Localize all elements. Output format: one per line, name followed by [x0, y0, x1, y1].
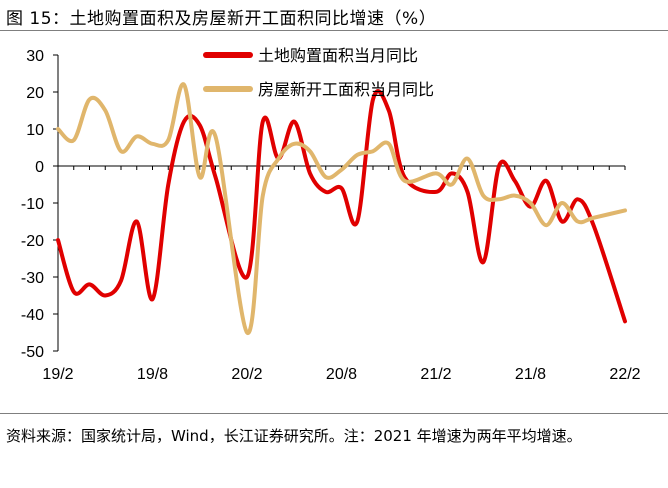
y-tick-label: 20 — [26, 85, 44, 102]
x-tick-label: 21/8 — [515, 366, 546, 383]
x-tick-label: 22/2 — [609, 366, 640, 383]
x-tick-label: 20/2 — [231, 366, 262, 383]
y-tick-label: 30 — [26, 48, 44, 65]
series-line-land-purchase — [56, 89, 627, 324]
axes-layer: 30 20 10 0 -10 -20 -30 -40 -50 19/2 19/8 20/2 20/8 21… — [21, 48, 641, 383]
top-rule — [0, 30, 668, 31]
source-note: 资料来源：国家统计局，Wind，长江证券研究所。注：2021 年增速为两年平均增… — [6, 427, 582, 445]
y-tick-label: 10 — [26, 122, 44, 139]
series-layer — [56, 82, 627, 335]
legend-label-land-purchase: 土地购置面积当月同比 — [258, 46, 418, 65]
legend-label-new-starts: 房屋新开工面积当月同比 — [258, 80, 434, 99]
figure-title: 图 15：土地购置面积及房屋新开工面积同比增速（%） — [6, 9, 437, 29]
x-tick-label: 19/8 — [137, 366, 168, 383]
y-tick-label: -40 — [21, 307, 44, 324]
x-tick-label: 20/8 — [326, 366, 357, 383]
bottom-rule — [0, 413, 668, 414]
x-tick-label: 19/2 — [42, 366, 73, 383]
x-tick-label: 21/2 — [420, 366, 451, 383]
y-tick-label: -10 — [21, 196, 44, 213]
y-tick-label: 0 — [35, 159, 44, 176]
y-tick-label: -20 — [21, 233, 44, 250]
series-line-new-starts — [56, 82, 627, 335]
y-tick-label: -50 — [21, 344, 44, 361]
line-chart: 30 20 10 0 -10 -20 -30 -40 -50 19/2 19/8 20/2 20/8 21… — [21, 46, 641, 383]
y-tick-label: -30 — [21, 270, 44, 287]
